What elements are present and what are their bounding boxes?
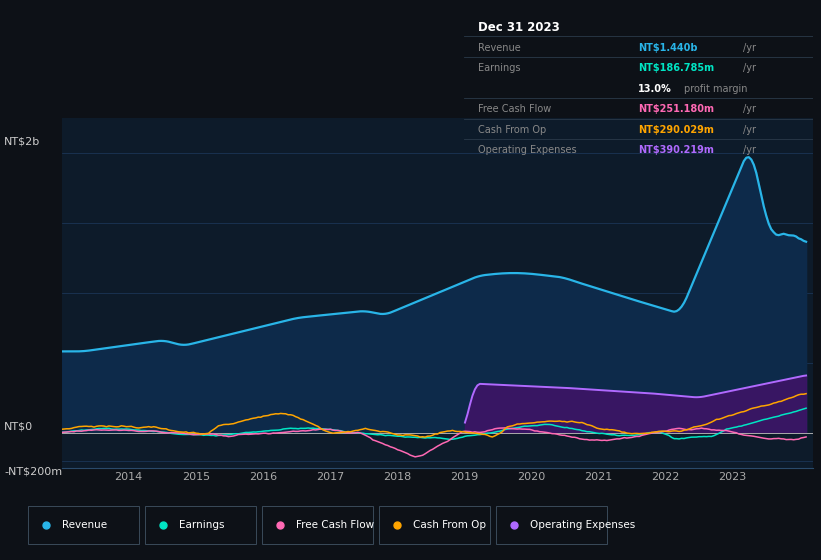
Text: NT$290.029m: NT$290.029m [639, 125, 714, 135]
Text: -NT$200m: -NT$200m [4, 466, 62, 476]
Text: Revenue: Revenue [478, 43, 521, 53]
Text: 13.0%: 13.0% [639, 84, 672, 94]
Text: Free Cash Flow: Free Cash Flow [478, 104, 551, 114]
Text: Free Cash Flow: Free Cash Flow [296, 520, 374, 530]
Text: Cash From Op: Cash From Op [413, 520, 485, 530]
Text: /yr: /yr [743, 43, 756, 53]
Text: Operating Expenses: Operating Expenses [530, 520, 635, 530]
Text: Earnings: Earnings [179, 520, 224, 530]
Bar [262, 506, 373, 544]
Text: NT$1.440b: NT$1.440b [639, 43, 698, 53]
Text: Dec 31 2023: Dec 31 2023 [478, 21, 560, 34]
Text: NT$186.785m: NT$186.785m [639, 63, 714, 73]
Text: /yr: /yr [743, 125, 756, 135]
Text: NT$390.219m: NT$390.219m [639, 146, 714, 155]
Text: NT$2b: NT$2b [4, 137, 40, 147]
Text: NT$0: NT$0 [4, 422, 33, 431]
Text: /yr: /yr [743, 146, 756, 155]
Text: Earnings: Earnings [478, 63, 521, 73]
Text: profit margin: profit margin [684, 84, 747, 94]
Bar [28, 506, 139, 544]
Text: Revenue: Revenue [62, 520, 107, 530]
Bar [378, 506, 489, 544]
Bar [496, 506, 607, 544]
Text: /yr: /yr [743, 104, 756, 114]
Text: Operating Expenses: Operating Expenses [478, 146, 576, 155]
Bar [144, 506, 255, 544]
Text: NT$251.180m: NT$251.180m [639, 104, 714, 114]
Text: /yr: /yr [743, 63, 756, 73]
Text: Cash From Op: Cash From Op [478, 125, 546, 135]
